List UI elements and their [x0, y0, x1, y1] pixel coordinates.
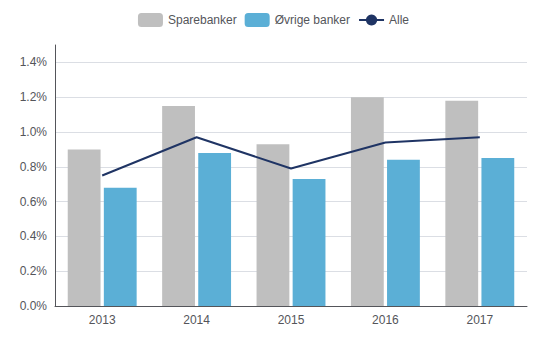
svg-text:2014: 2014 — [183, 313, 210, 327]
svg-text:0.2%: 0.2% — [20, 264, 48, 278]
svg-text:Sparebanker: Sparebanker — [168, 13, 237, 27]
svg-text:0.6%: 0.6% — [20, 195, 48, 209]
svg-text:1.2%: 1.2% — [20, 90, 48, 104]
svg-text:Alle: Alle — [389, 13, 409, 27]
svg-text:2017: 2017 — [466, 313, 493, 327]
svg-text:Øvrige banker: Øvrige banker — [275, 13, 350, 27]
svg-text:1.4%: 1.4% — [20, 55, 48, 69]
svg-text:1.0%: 1.0% — [20, 125, 48, 139]
svg-text:2015: 2015 — [278, 313, 305, 327]
svg-text:0.4%: 0.4% — [20, 229, 48, 243]
svg-text:2016: 2016 — [372, 313, 399, 327]
svg-text:0.0%: 0.0% — [20, 299, 48, 313]
svg-text:2013: 2013 — [89, 313, 116, 327]
svg-text:0.8%: 0.8% — [20, 160, 48, 174]
